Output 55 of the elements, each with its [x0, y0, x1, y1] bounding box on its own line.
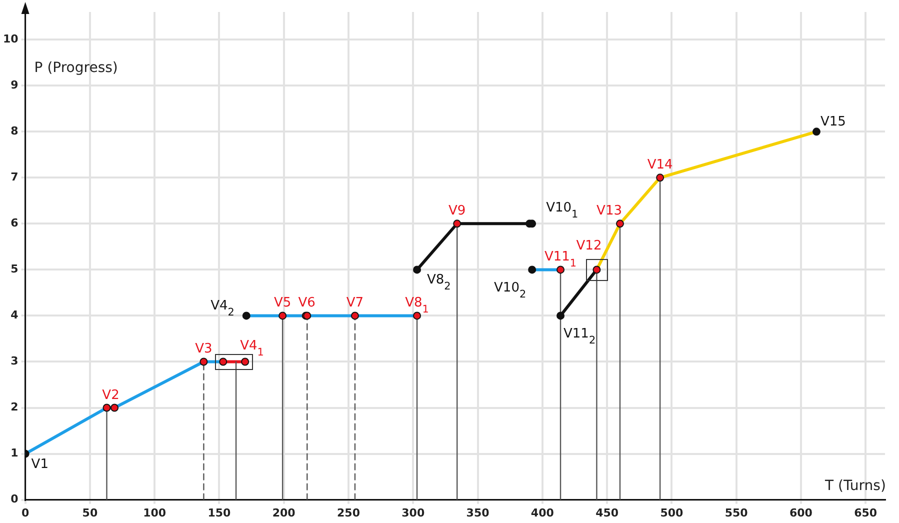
data-label: V14	[647, 158, 673, 173]
point	[110, 404, 119, 412]
point	[350, 312, 359, 320]
point	[241, 358, 250, 366]
x-tick-label: 250	[337, 506, 360, 520]
y-tick-label: 7	[10, 170, 18, 184]
point	[812, 128, 820, 136]
data-label: V13	[596, 204, 622, 219]
y-axis-title: P (Progress)	[34, 60, 118, 76]
x-tick-label: 200	[272, 506, 296, 520]
point	[413, 312, 422, 320]
x-tick-label: 650	[854, 506, 878, 520]
point	[556, 312, 565, 320]
data-label: V3	[195, 342, 212, 357]
data-label: V15	[820, 114, 846, 130]
point	[656, 174, 664, 182]
x-axis-title: T (Turns)	[824, 478, 886, 494]
data-label: V6	[298, 296, 316, 311]
y-tick-label: 8	[10, 124, 18, 138]
data-label: V9	[448, 204, 466, 219]
point	[616, 220, 624, 228]
y-tick-label: 0	[10, 492, 19, 506]
data-label: V2	[102, 388, 120, 403]
x-tick-label: 300	[402, 506, 425, 520]
point	[528, 266, 536, 274]
point	[413, 266, 422, 274]
y-tick-label: 4	[10, 308, 19, 322]
point	[200, 358, 208, 366]
x-tick-label: 50	[82, 506, 98, 520]
point	[219, 358, 228, 366]
data-label: V7	[346, 296, 364, 311]
x-tick-label: 450	[596, 506, 619, 520]
x-tick-label: 0	[21, 506, 30, 520]
y-tick-label: 6	[10, 216, 19, 230]
y-tick-label: 5	[10, 262, 18, 276]
point	[278, 312, 287, 320]
y-tick-label: 1	[10, 446, 18, 460]
x-tick-label: 150	[208, 506, 232, 520]
x-tick-label: 100	[143, 506, 166, 520]
x-tick-label: 350	[466, 506, 490, 520]
x-tick-label: 550	[724, 506, 748, 520]
y-tick-label: 9	[10, 78, 18, 92]
point	[102, 404, 111, 412]
y-tick-label: 2	[10, 400, 18, 414]
point	[453, 220, 462, 228]
x-tick-label: 600	[789, 506, 813, 520]
point	[556, 266, 565, 274]
y-tick-label: 10	[2, 32, 19, 46]
x-tick-label: 400	[530, 506, 554, 520]
x-tick-label: 500	[660, 506, 684, 520]
data-label: V5	[274, 296, 292, 311]
y-tick-label: 3	[10, 354, 18, 368]
data-label: V12	[576, 238, 602, 254]
data-label: V1	[31, 456, 48, 472]
point	[242, 312, 250, 320]
